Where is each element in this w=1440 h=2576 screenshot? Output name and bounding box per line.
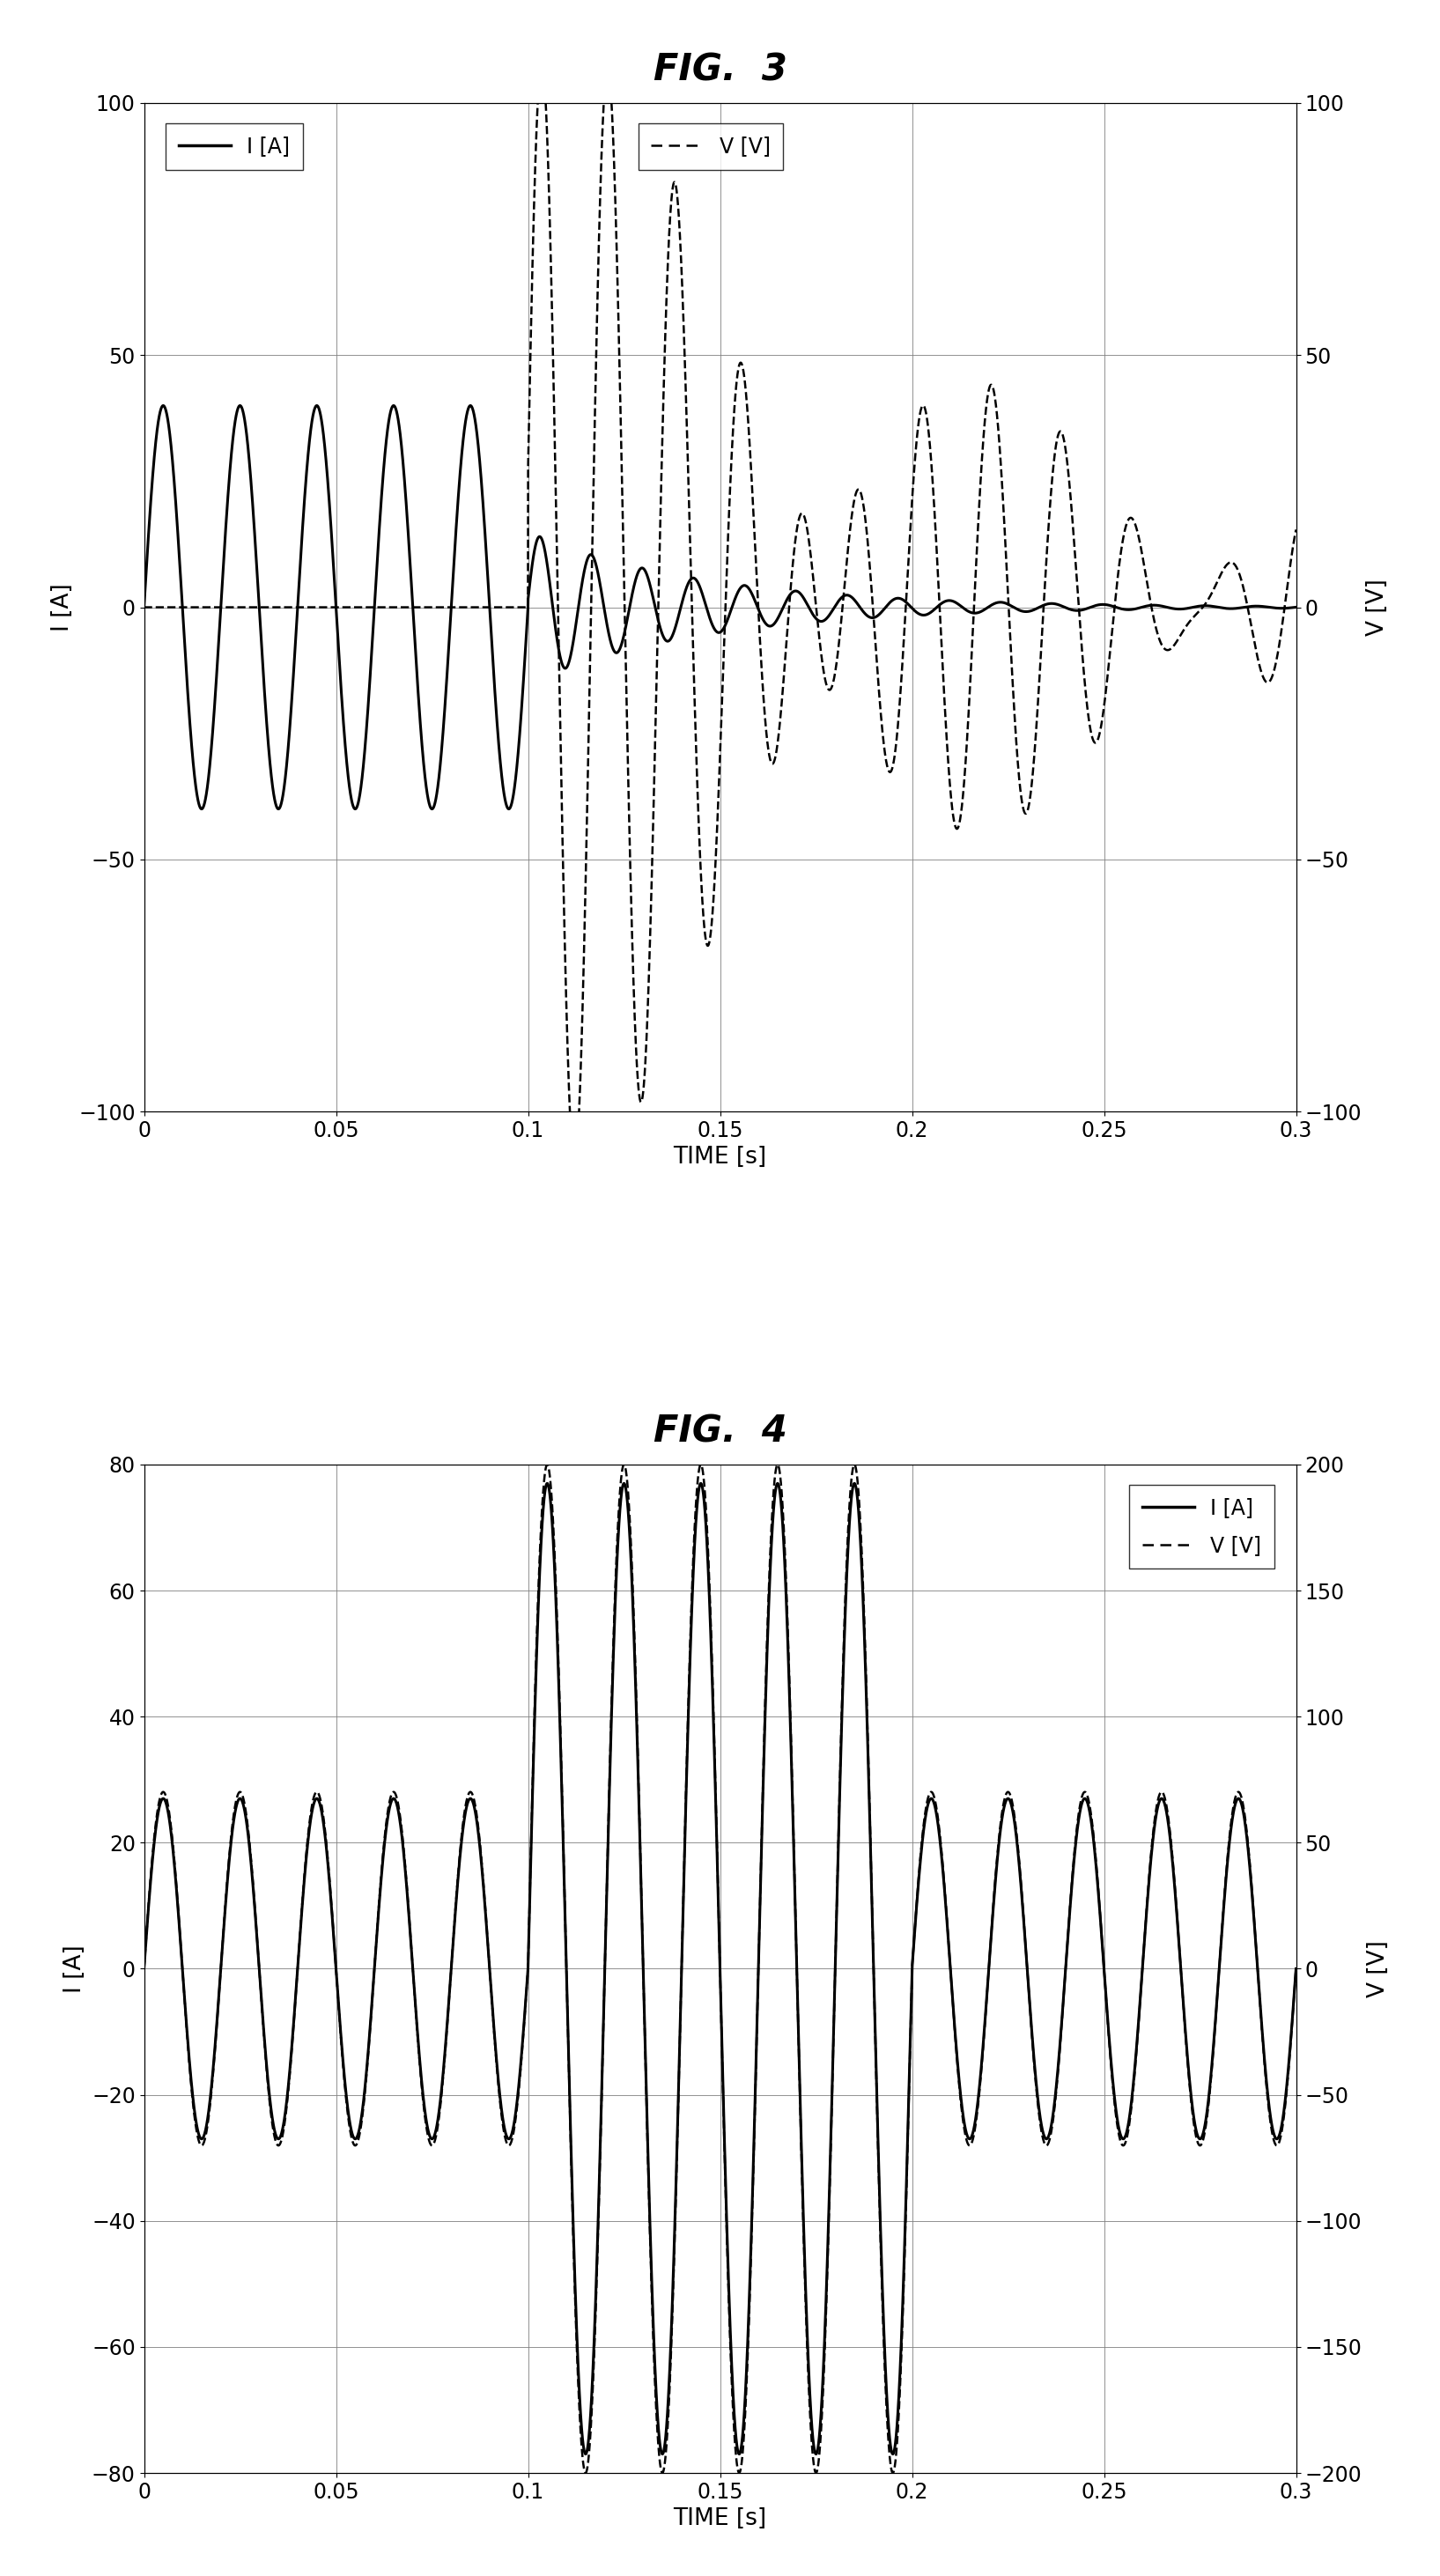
Y-axis label: V [V]: V [V] [1367, 1940, 1390, 1996]
X-axis label: TIME [s]: TIME [s] [674, 1146, 766, 1170]
Y-axis label: I [A]: I [A] [50, 582, 73, 631]
X-axis label: TIME [s]: TIME [s] [674, 2506, 766, 2530]
Title: FIG.  4: FIG. 4 [654, 1414, 786, 1450]
Legend: I [A], V [V]: I [A], V [V] [1129, 1484, 1274, 1569]
Y-axis label: V [V]: V [V] [1367, 580, 1390, 636]
Title: FIG.  3: FIG. 3 [654, 52, 786, 90]
Legend: V [V]: V [V] [638, 124, 783, 170]
Y-axis label: I [A]: I [A] [63, 1945, 86, 1994]
